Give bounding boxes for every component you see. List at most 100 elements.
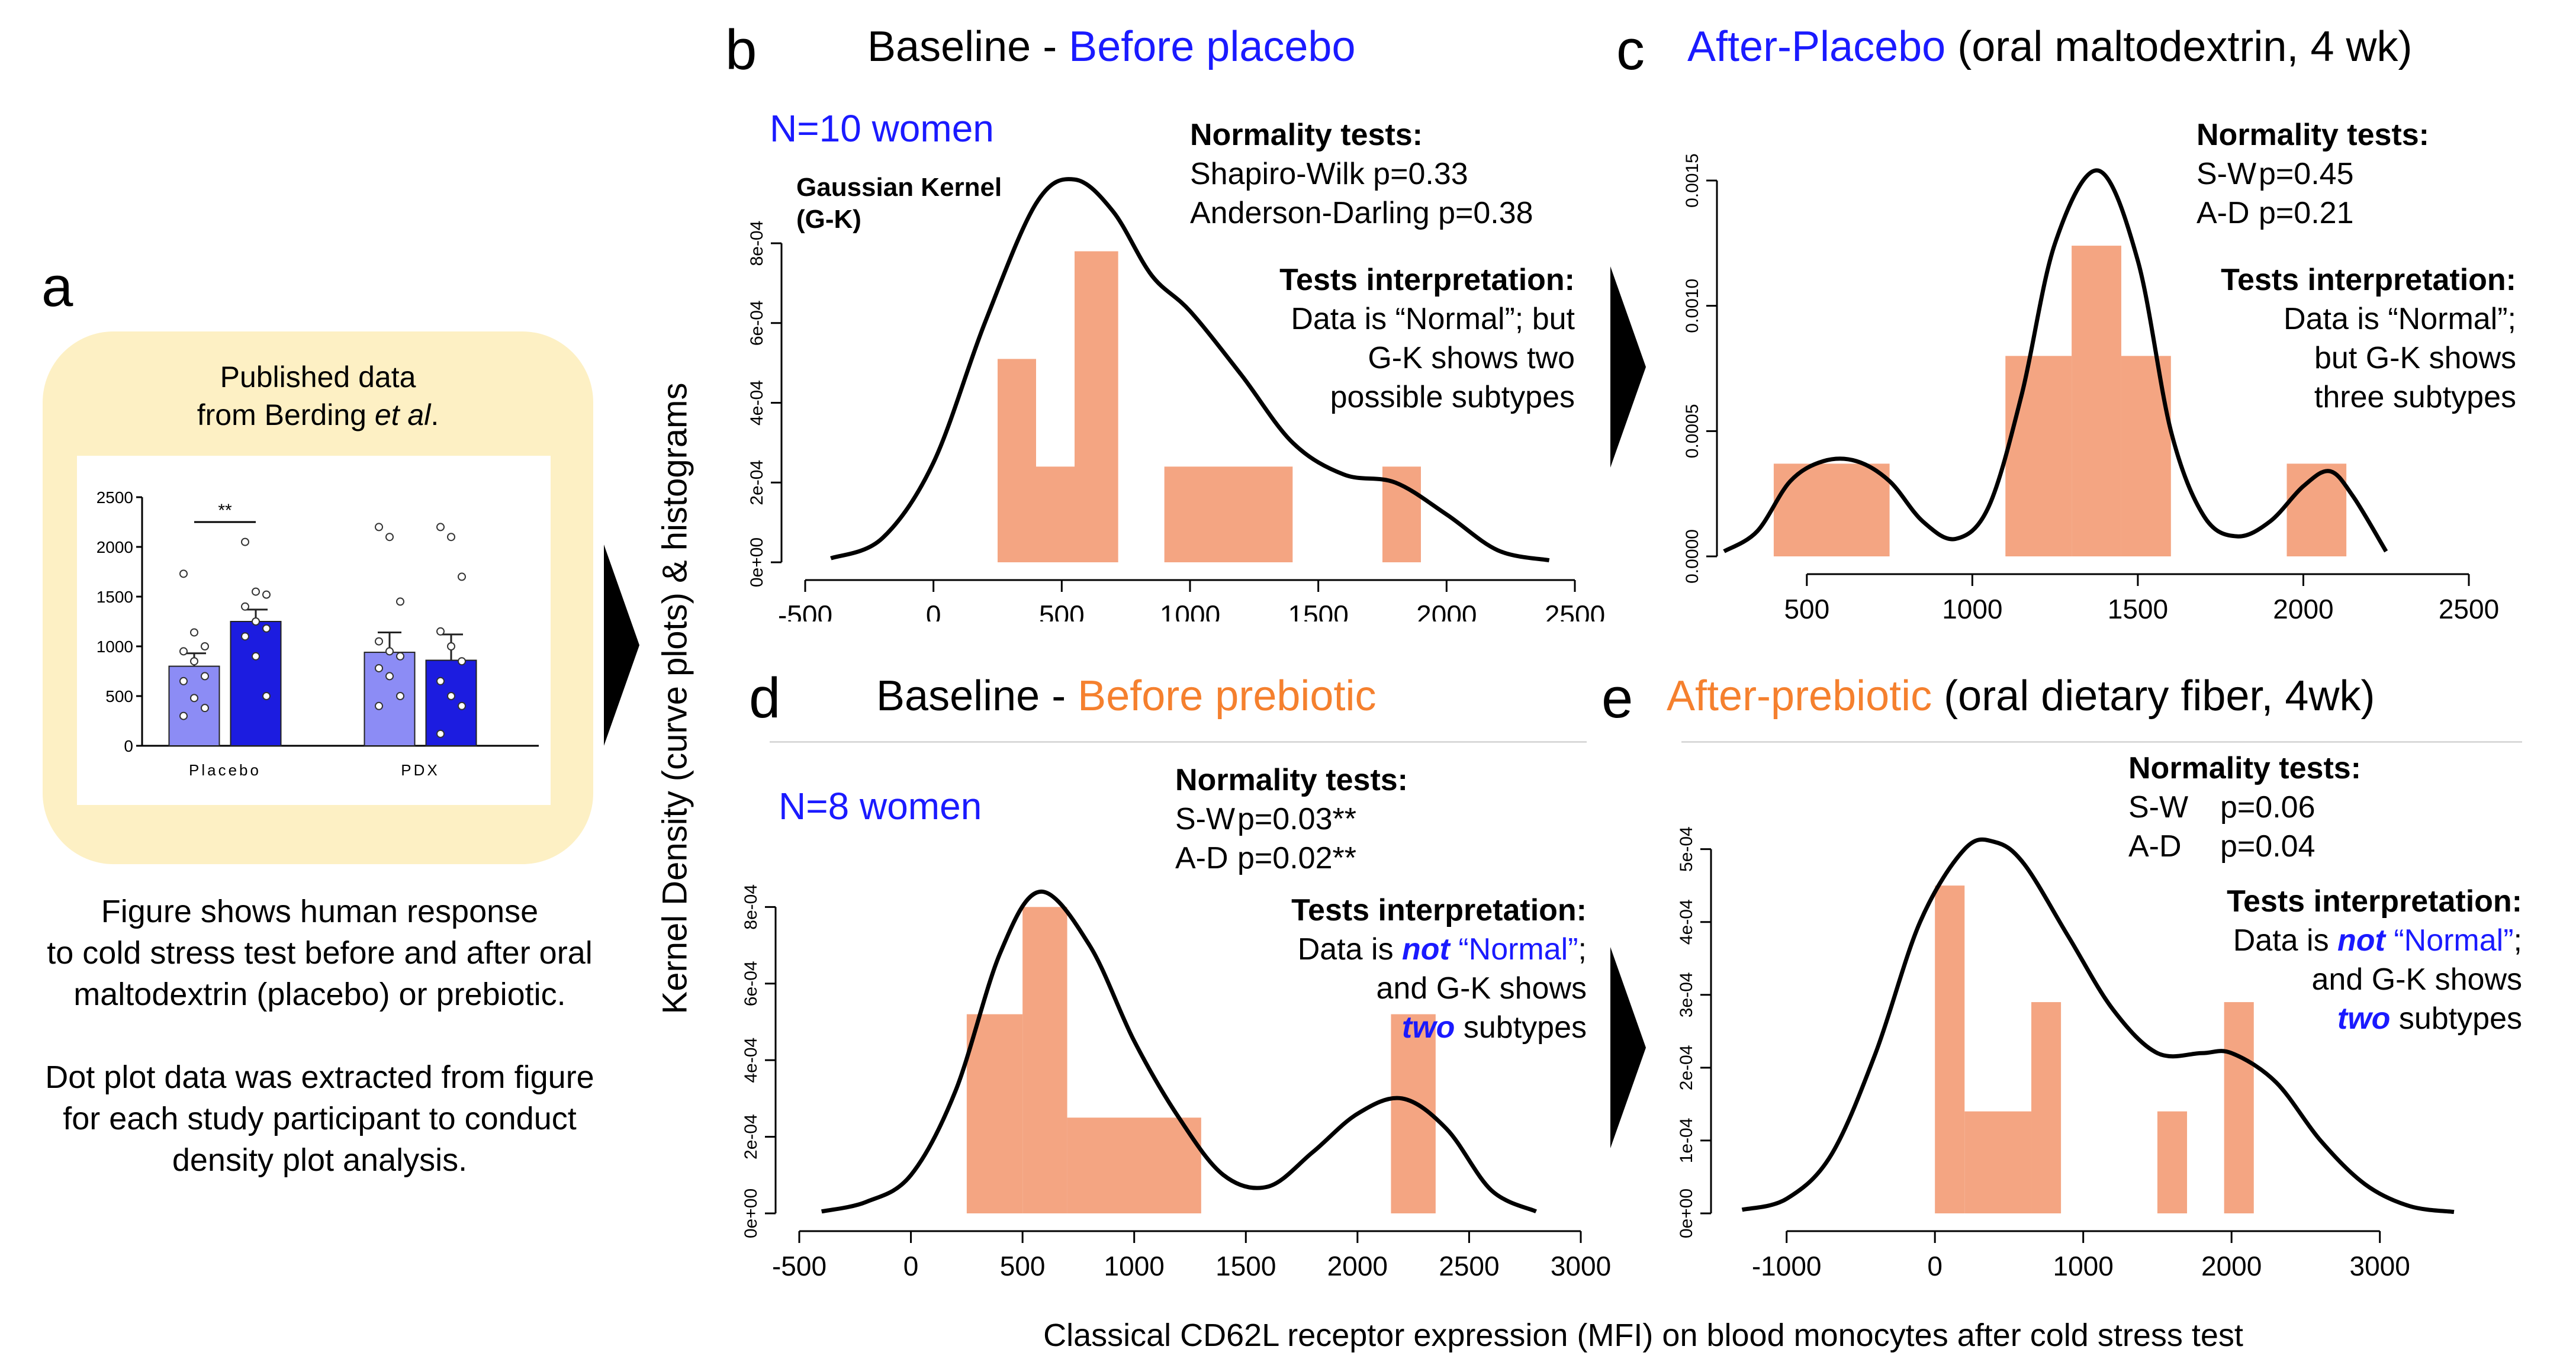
x-tick-label: 500: [1000, 1251, 1046, 1278]
panel-d-interpretation: Tests interpretation: Data is not “Norma…: [1160, 891, 1587, 1047]
interp-quote: “Normal”: [1449, 932, 1578, 967]
interp-heading: Tests interpretation:: [1291, 893, 1587, 927]
y-tick-label: 2e-04: [1677, 1045, 1696, 1090]
normality-test2: A-D p=0.04: [2128, 827, 2361, 866]
chart-e: -1000 0 1000 2000 3000 0e+00 1e-04 2e-04 3e-04 4e…: [1677, 826, 2455, 1278]
panel-a-title-em: et al: [374, 398, 431, 431]
a-data-point: [179, 711, 188, 720]
interp-line3: possible subtypes: [1330, 380, 1575, 414]
a-bar: [168, 665, 220, 746]
panel-letter-b: b: [725, 18, 757, 82]
caption-line: to cold stress test before and after ora…: [47, 935, 593, 971]
a-data-point: [201, 704, 209, 713]
x-tick-label: 2500: [2439, 594, 2498, 624]
interp-text: Data is: [2233, 923, 2338, 958]
a-bar: [230, 621, 282, 746]
interp-heading: Tests interpretation:: [2227, 884, 2522, 919]
x-tick-label: -500: [778, 600, 832, 621]
x-tick-label: 500: [1784, 594, 1829, 624]
a-data-point: [252, 587, 260, 596]
panel-letter-e: e: [1601, 666, 1633, 730]
a-data-point: [179, 677, 188, 685]
x-tick-label: 2500: [1545, 600, 1605, 621]
histogram-bar: [1022, 907, 1067, 1213]
x-tick-label: 500: [1039, 600, 1085, 621]
test-name: S-W: [1175, 802, 1236, 836]
x-tick-label: 3000: [2350, 1251, 2410, 1278]
x-tick-label: 1500: [1288, 600, 1348, 621]
interp-em: two: [1401, 1010, 1455, 1045]
caption-line: Figure shows human response: [101, 894, 539, 929]
a-data-point: [436, 729, 445, 738]
interp-line2: and G-K shows: [1376, 971, 1587, 1006]
panel-c-title-colored: After-Placebo: [1687, 23, 1946, 70]
x-tick-label: 2500: [1439, 1251, 1499, 1278]
panel-c-interpretation: Tests interpretation: Data is “Normal”; …: [2084, 260, 2516, 417]
a-data-point: [262, 590, 271, 599]
panel-d-title-colored: Before prebiotic: [1078, 672, 1377, 720]
x-tick-label: 2000: [1327, 1251, 1388, 1278]
a-bar: [364, 652, 416, 746]
panel-a-title-end: .: [430, 398, 439, 431]
interp-em: not: [1402, 932, 1450, 967]
a-data-point: [241, 602, 249, 611]
interp-line1: Data is not “Normal”;: [2096, 921, 2522, 960]
a-category-label: PDX: [401, 761, 439, 779]
interp-text: subtypes: [1455, 1010, 1587, 1045]
interp-text: Data is: [1297, 932, 1403, 967]
panel-d-title-black: Baseline -: [876, 672, 1078, 720]
test-name: A-D: [2196, 196, 2250, 230]
y-tick-label: 4e-04: [741, 1038, 761, 1083]
y-tick-label: 6e-04: [747, 300, 767, 346]
arrow-d-to-e: [1610, 947, 1646, 1148]
x-tick-label: 2000: [2201, 1251, 2262, 1278]
x-tick-label: 3000: [1551, 1251, 1610, 1278]
normality-heading: Normality tests:: [1175, 763, 1408, 797]
interp-line1: Data is “Normal”;: [2284, 302, 2516, 336]
panel-d-title: Baseline - Before prebiotic: [876, 672, 1376, 720]
panel-letter-d: d: [749, 666, 781, 730]
histogram-bar: [998, 359, 1036, 562]
histogram-bar: [1036, 466, 1075, 562]
test-name: A-D: [2128, 829, 2182, 864]
density-curve: [821, 889, 1538, 1214]
interp-line2: but G-K shows: [2314, 341, 2516, 375]
x-tick-label: 0: [1927, 1251, 1943, 1278]
y-tick-label: 4e-04: [747, 380, 767, 426]
a-data-point: [458, 657, 466, 666]
a-data-point: [262, 624, 271, 633]
y-tick-label: 8e-04: [741, 884, 761, 930]
a-data-point: [375, 637, 383, 646]
test-p: p=0.02**: [1237, 841, 1356, 875]
chart-d: -500 0 500 1000 1500 2000 2500 3000 0e+00 2e-04 4e…: [741, 884, 1610, 1278]
interp-heading: Tests interpretation:: [2221, 263, 2516, 297]
normality-test1: S-Wp=0.03**: [1175, 800, 1408, 839]
normality-test2: Anderson-Darling p=0.38: [1190, 196, 1533, 230]
normality-heading: Normality tests:: [2128, 751, 2361, 785]
y-tick-label: 4e-04: [1677, 899, 1696, 945]
x-tick-label: 1000: [1942, 594, 2002, 624]
interp-line3: three subtypes: [2314, 380, 2516, 414]
chart-b: -500 0 500 1000 1500 2000 2500 0e+00 2e-04 4e-04 6…: [747, 177, 1605, 621]
a-data-point: [375, 523, 383, 532]
panel-c-normality: Normality tests: S-Wp=0.45 A-D p=0.21: [2196, 115, 2429, 233]
kernel-label-line2: (G-K): [796, 205, 861, 234]
y-tick-label: 8e-04: [747, 221, 767, 266]
separator-d: [770, 741, 1587, 743]
histogram-bar: [1964, 1111, 2032, 1213]
normality-test2: A-D p=0.02**: [1175, 839, 1408, 878]
y-tick-label: 0e+00: [747, 537, 767, 587]
histogram-bar: [1067, 1117, 1201, 1213]
panel-b-title: Baseline - Before placebo: [867, 22, 1356, 71]
panel-b-title-black: Baseline -: [867, 23, 1069, 70]
histogram-bar: [2031, 1002, 2062, 1213]
test-p: p=0.45: [2259, 157, 2354, 191]
shared-y-axis-label: Kernel Density (curve plots) & histogram…: [655, 382, 694, 1014]
histogram-bar: [2157, 1111, 2188, 1213]
histogram-bar: [2072, 246, 2121, 556]
a-y-tick-label: 1500: [97, 588, 133, 606]
test-name: S-W: [2128, 790, 2189, 825]
a-y-tick-label: 1000: [97, 637, 133, 656]
panel-b-n-label: N=10 women: [770, 107, 994, 150]
histogram-bar: [1935, 885, 1965, 1213]
